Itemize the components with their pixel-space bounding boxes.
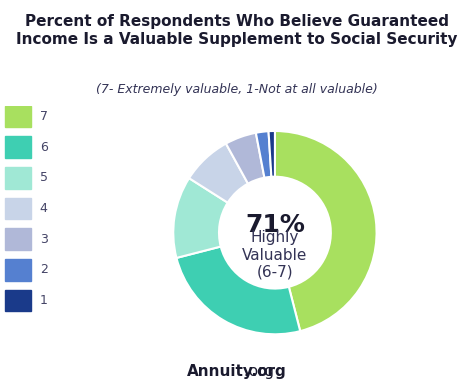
Bar	[5, 167, 31, 188]
Text: 6: 6	[40, 140, 47, 154]
Bar	[5, 136, 31, 158]
Text: 2: 2	[40, 264, 47, 276]
Wedge shape	[256, 131, 272, 178]
Text: 71%: 71%	[245, 213, 305, 237]
Bar	[5, 259, 31, 281]
Bar	[5, 290, 31, 311]
Bar	[5, 106, 31, 127]
Bar	[5, 198, 31, 219]
Wedge shape	[189, 143, 248, 203]
Text: (7- Extremely valuable, 1-Not at all valuable): (7- Extremely valuable, 1-Not at all val…	[96, 83, 378, 96]
Wedge shape	[173, 178, 228, 258]
Text: 5: 5	[40, 171, 47, 184]
Text: 3: 3	[40, 233, 47, 246]
Text: Highly
Valuable
(6-7): Highly Valuable (6-7)	[242, 230, 308, 280]
Wedge shape	[176, 247, 300, 334]
Text: 1: 1	[40, 294, 47, 307]
Wedge shape	[269, 131, 275, 177]
Wedge shape	[226, 133, 264, 184]
Bar	[5, 228, 31, 250]
Wedge shape	[275, 131, 376, 331]
Text: Annuity.org: Annuity.org	[187, 364, 287, 379]
Text: Percent of Respondents Who Believe Guaranteed
Income Is a Valuable Supplement to: Percent of Respondents Who Believe Guara…	[16, 14, 458, 47]
Text: 7: 7	[40, 110, 47, 123]
Text: .org: .org	[200, 364, 274, 379]
Text: 4: 4	[40, 202, 47, 215]
